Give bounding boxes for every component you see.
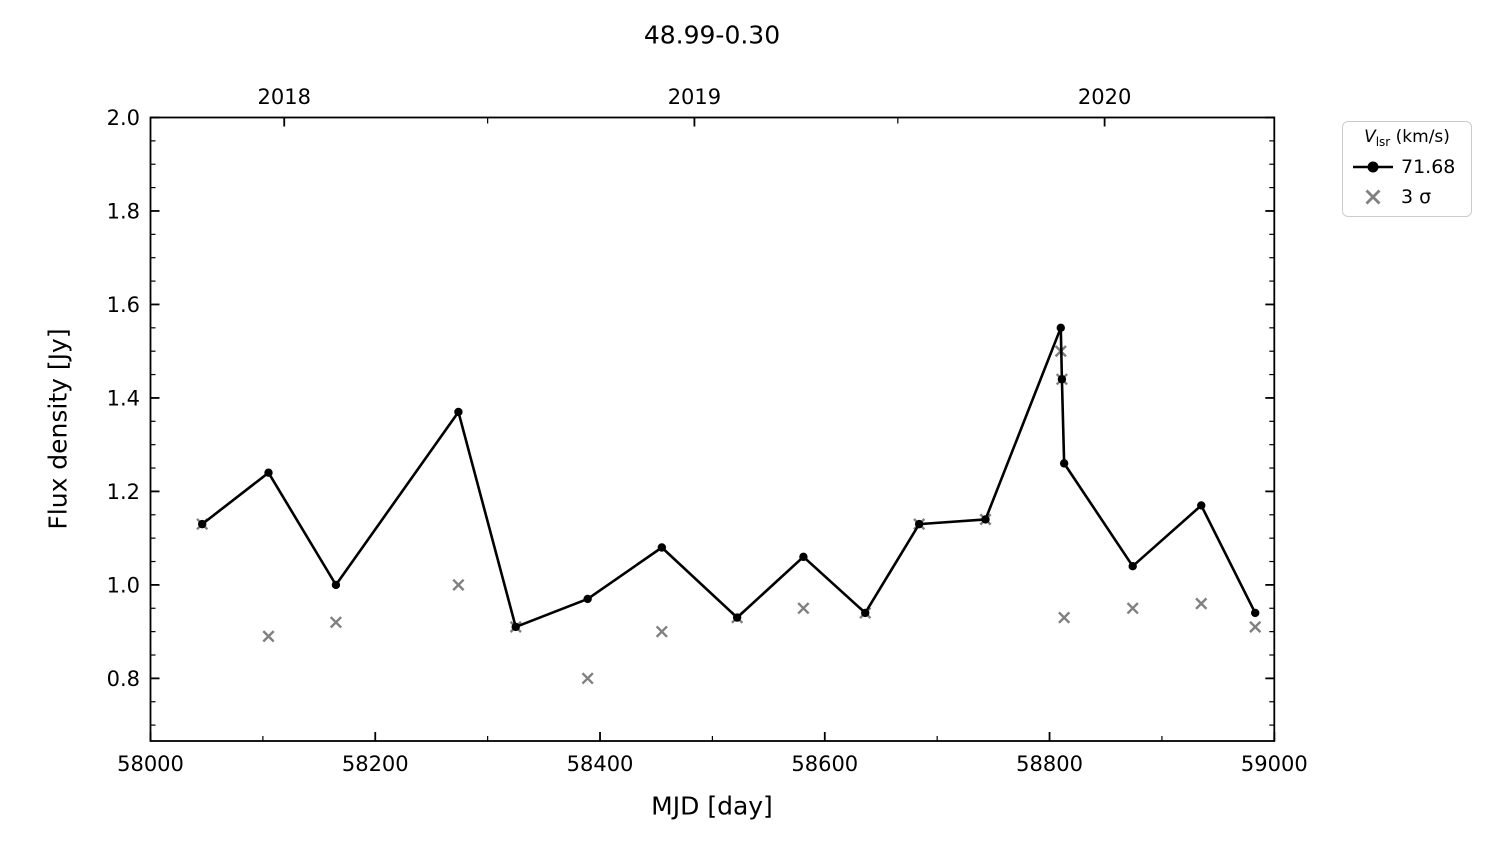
year-tick-label: 2018 xyxy=(258,85,311,109)
x-marker-icon xyxy=(1351,188,1395,206)
flux-data-point xyxy=(1128,561,1137,571)
legend-title: Vlsr (km/s) xyxy=(1351,127,1463,149)
y-tick-label: 2.0 xyxy=(107,106,140,130)
sigma-x-marker xyxy=(797,602,810,615)
flux-data-point xyxy=(1197,501,1206,510)
sigma-x-marker xyxy=(1058,611,1071,624)
x-tick-label: 58000 xyxy=(117,752,184,776)
y-tick-label: 1.4 xyxy=(107,386,140,410)
y-tick-label: 1.0 xyxy=(107,573,140,597)
flux-data-point xyxy=(732,613,742,622)
flux-data-point xyxy=(454,407,463,417)
flux-line xyxy=(201,326,1257,629)
legend-entry-flux: 71.68 xyxy=(1351,155,1463,179)
x-tick-label: 59000 xyxy=(1241,752,1308,776)
flux-data-point xyxy=(197,519,207,529)
flux-data-point xyxy=(331,580,341,590)
legend: Vlsr (km/s) 71.68 3 σ xyxy=(1342,121,1472,217)
x-tick-label: 58400 xyxy=(567,752,634,776)
flux-data-point xyxy=(264,468,273,477)
y-tick-label: 1.2 xyxy=(107,480,140,504)
year-tick-label: 2020 xyxy=(1078,85,1131,109)
line-dot-marker-icon xyxy=(1351,159,1395,175)
sigma-x-marker xyxy=(452,578,465,591)
flux-data-point xyxy=(914,519,924,529)
axes-spines xyxy=(149,116,1276,742)
legend-title-variable: V xyxy=(1364,127,1376,147)
x-axis-label: MJD [day] xyxy=(651,791,773,821)
sigma-x-marker xyxy=(262,630,275,643)
plot-title: 48.99-0.30 xyxy=(643,20,781,50)
legend-title-subscript: lsr xyxy=(1375,135,1391,149)
flux-data-point xyxy=(981,515,990,524)
flux-data-point xyxy=(1250,608,1260,618)
y-tick-label: 1.8 xyxy=(107,199,140,223)
legend-entry-sigma: 3 σ xyxy=(1351,185,1463,209)
sigma-x-marker xyxy=(1126,602,1139,615)
flux-data-point xyxy=(1059,459,1069,468)
flux-data-point xyxy=(583,594,592,604)
flux-data-point xyxy=(799,552,808,562)
year-tick-label: 2019 xyxy=(668,85,721,109)
sigma-x-marker xyxy=(655,625,668,638)
y-tick-label: 1.6 xyxy=(107,293,140,317)
legend-label-flux: 71.68 xyxy=(1401,156,1456,178)
x-tick-label: 58800 xyxy=(1016,752,1083,776)
flux-data-point xyxy=(1056,323,1065,333)
flux-data-point xyxy=(657,543,667,552)
x-tick-label: 58600 xyxy=(791,752,858,776)
y-tick-label: 0.8 xyxy=(107,667,140,691)
sigma-x-marker xyxy=(1249,620,1262,634)
x-tick-label: 58200 xyxy=(342,752,409,776)
legend-title-units: (km/s) xyxy=(1390,127,1450,147)
legend-label-sigma: 3 σ xyxy=(1401,186,1432,208)
flux-data-point xyxy=(511,622,520,632)
flux-data-point xyxy=(861,608,870,618)
sigma-x-marker xyxy=(329,616,342,629)
flux-data-point xyxy=(1057,375,1067,384)
sigma-x-marker xyxy=(1195,597,1208,610)
sigma-x-marker xyxy=(581,672,594,685)
